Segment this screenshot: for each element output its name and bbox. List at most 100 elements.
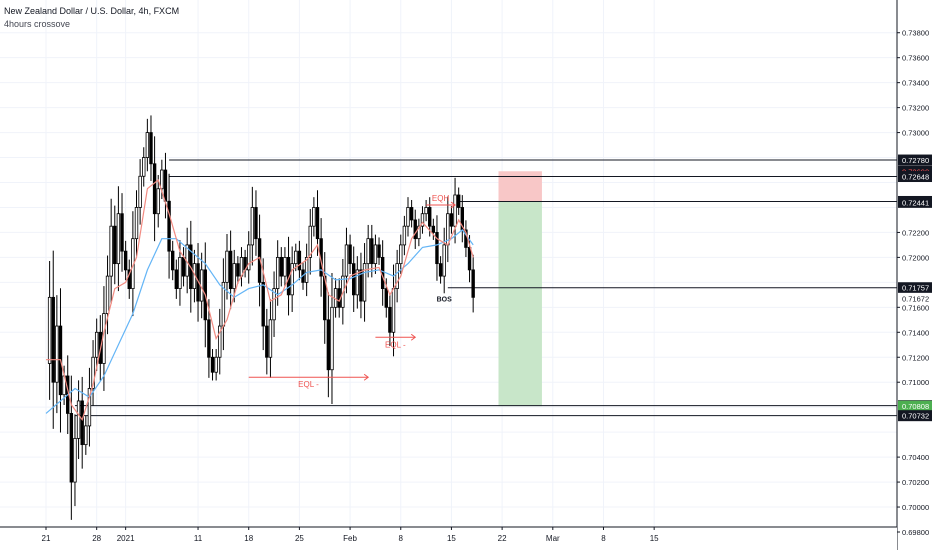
candle-body xyxy=(174,269,179,290)
target-zone xyxy=(498,201,542,407)
candle-body xyxy=(315,207,320,240)
price-label-bg xyxy=(898,196,932,208)
candle-body xyxy=(373,244,378,265)
candle-body xyxy=(228,250,233,290)
candle-body xyxy=(388,306,392,333)
x-tick-label: 18 xyxy=(244,534,253,543)
x-tick-label: Feb xyxy=(343,534,357,543)
price-label: 0.72441 xyxy=(902,198,929,207)
price-label: 0.71672 xyxy=(902,294,929,303)
candle-body xyxy=(279,256,283,277)
candle-body xyxy=(127,269,131,290)
candle-body xyxy=(254,207,258,240)
y-tick-label: 0.72200 xyxy=(902,228,929,237)
candle-body xyxy=(275,256,280,290)
x-tick-label: 22 xyxy=(498,534,507,543)
candle-body xyxy=(181,256,186,277)
candle-body xyxy=(442,244,446,277)
candle-body xyxy=(210,356,215,373)
candle-body xyxy=(312,207,316,227)
candle-body xyxy=(87,388,92,427)
candle-body xyxy=(247,244,251,271)
candle-body xyxy=(116,213,121,265)
candle-body xyxy=(225,250,229,283)
x-tick-label: 11 xyxy=(194,534,203,543)
candle-body xyxy=(348,244,352,265)
y-axis-bg xyxy=(897,0,932,550)
candle-body xyxy=(76,400,81,439)
price-label-bg xyxy=(898,171,932,183)
candle-body xyxy=(355,269,360,296)
candle-body xyxy=(308,225,312,258)
candle-body xyxy=(51,296,55,383)
y-tick-label: 0.71200 xyxy=(902,353,929,362)
candle-body xyxy=(261,281,265,327)
annotation-arrowhead xyxy=(410,333,417,341)
price-label-bg xyxy=(898,292,932,304)
candle-body xyxy=(239,256,244,277)
candle-body xyxy=(113,225,117,265)
candle-body xyxy=(268,319,273,358)
candle-body xyxy=(152,163,157,215)
x-tick-label: 8 xyxy=(399,534,404,543)
candle-body xyxy=(330,306,334,371)
candle-body xyxy=(453,194,457,227)
price-label: 0.71757 xyxy=(902,284,929,293)
candle-body xyxy=(409,207,414,221)
x-tick-label: 21 xyxy=(42,534,51,543)
y-tick-label: 0.73000 xyxy=(902,129,929,138)
candle-body xyxy=(47,296,52,364)
candle-body xyxy=(250,207,255,246)
x-tick-label: 15 xyxy=(650,534,659,543)
candle-body xyxy=(399,244,403,265)
candle-body xyxy=(170,250,175,271)
candle-body xyxy=(156,188,160,215)
candle-body xyxy=(283,256,287,277)
candle-body xyxy=(467,247,472,271)
candle-body xyxy=(406,207,410,227)
candle-body xyxy=(359,269,363,302)
x-tick-label: 2021 xyxy=(117,534,135,543)
candle-body xyxy=(123,250,128,271)
price-label-bg xyxy=(898,410,932,422)
price-label-bg xyxy=(898,282,932,294)
candle-body xyxy=(449,213,454,227)
price-label-bg xyxy=(898,400,932,412)
candle-body xyxy=(207,319,211,358)
candle-body xyxy=(145,132,150,158)
x-tick-label: Mar xyxy=(546,534,560,543)
candle-body xyxy=(362,263,367,302)
y-tick-label: 0.73200 xyxy=(902,104,929,113)
candle-body xyxy=(366,238,370,265)
candle-body xyxy=(344,244,349,277)
candle-body xyxy=(120,213,124,252)
candle-body xyxy=(236,263,240,277)
candle-body xyxy=(395,263,399,290)
candle-body xyxy=(218,325,222,358)
price-label: 0.72780 xyxy=(902,156,929,165)
price-label: 0.70808 xyxy=(902,402,929,411)
y-tick-label: 0.73400 xyxy=(902,79,929,88)
chart-title: New Zealand Dollar / U.S. Dollar, 4h, FX… xyxy=(4,6,180,16)
plot-area: EQH EQL - EQL - BOS xyxy=(0,0,897,527)
candle-body xyxy=(109,225,113,277)
ema-fast-line xyxy=(46,178,474,422)
candle-body xyxy=(94,331,99,358)
candle-body xyxy=(91,356,95,389)
candle-body xyxy=(384,288,388,308)
y-tick-label: 0.70400 xyxy=(902,453,929,462)
candle-body xyxy=(142,157,146,177)
candle-body xyxy=(428,207,432,227)
y-tick-label: 0.73800 xyxy=(902,29,929,38)
candle-body xyxy=(73,437,77,483)
candle-body xyxy=(326,319,331,371)
y-tick-label: 0.71000 xyxy=(902,378,929,387)
price-label: 0.70732 xyxy=(902,412,929,421)
candle-body xyxy=(214,356,218,373)
candle-body xyxy=(435,232,439,265)
annotation-label: EQH xyxy=(432,194,450,203)
candle-body xyxy=(304,256,309,283)
candle-body xyxy=(413,219,417,240)
x-tick-label: 15 xyxy=(447,534,456,543)
y-tick-label: 0.71400 xyxy=(902,328,929,337)
